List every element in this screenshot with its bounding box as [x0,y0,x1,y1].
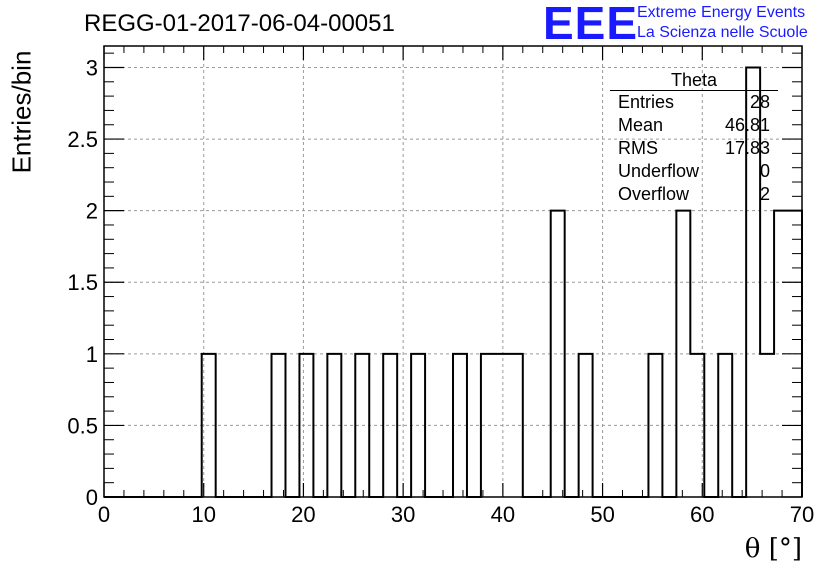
stats-value: 28 [749,92,770,112]
axis-ticks [103,46,803,498]
plot-frame [103,45,803,498]
stats-value: 46.81 [724,115,770,135]
x-tick-label: 50 [590,502,614,527]
x-tick-label: 40 [491,502,515,527]
y-tick-label: 2.5 [67,127,98,152]
x-tick-label: 20 [291,502,315,527]
y-tick-label: 1 [86,342,98,367]
stats-label: Mean [618,115,664,135]
y-tick-label: 0.5 [67,413,98,438]
stats-value: 0 [759,161,770,181]
stats-title: Theta [610,70,778,91]
logo-line-1: Extreme Energy Events [637,4,806,21]
stats-label: RMS [618,138,658,158]
stats-row-rms: RMS 17.83 [610,137,778,160]
stats-value: 17.83 [724,138,770,158]
x-tick-label: 70 [790,502,814,527]
stats-row-entries: Entries 28 [610,91,778,114]
y-tick-label: 3 [86,55,98,80]
x-tick-label: 30 [391,502,415,527]
y-tick-label: 1.5 [67,270,98,295]
stats-label: Entries [618,92,675,112]
histogram-bin [383,354,397,497]
histogram-bin [299,354,313,497]
stats-box: Theta Entries 28 Mean 46.81 RMS 17.83 Un… [610,70,778,206]
x-tick-label: 60 [690,502,714,527]
stats-row-mean: Mean 46.81 [610,114,778,137]
stats-row-overflow: Overflow 2 [610,183,778,206]
x-tick-label: 0 [98,502,110,527]
logo-line-2: La Scienza nelle Scuole [637,24,808,41]
x-axis-label: θ [°] [744,534,802,564]
y-tick-label: 2 [86,199,98,224]
stats-label: Underflow [618,161,700,181]
y-tick-label: 0 [86,485,98,510]
chart-title: REGG-01-2017-06-04-00051 [84,10,395,37]
y-axis-label: Entries/bin [6,50,37,174]
stats-row-underflow: Underflow 0 [610,160,778,183]
x-tick-label: 10 [191,502,215,527]
stats-label: Overflow [618,184,690,204]
stats-value: 2 [759,184,770,204]
logo-text: Extreme Energy Events La Scienza nelle S… [637,3,808,43]
eee-logo: EEE [543,0,639,49]
